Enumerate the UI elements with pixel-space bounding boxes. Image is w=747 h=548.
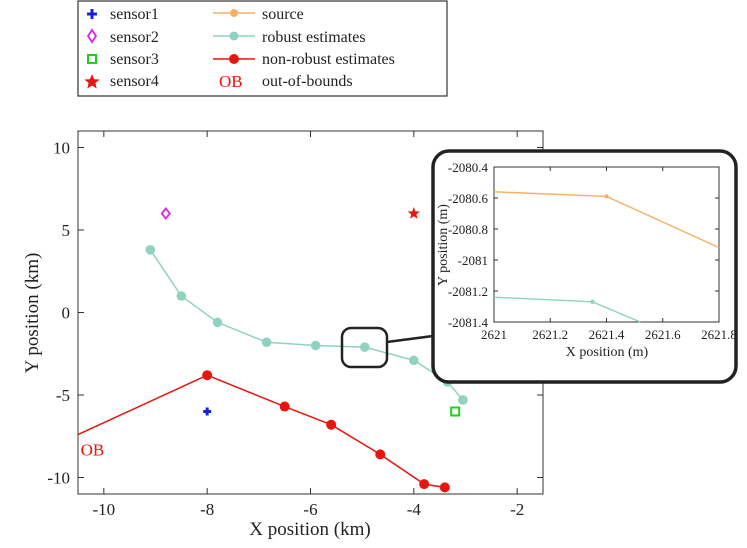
inset-x-tick-label: 2621.8 (701, 327, 737, 342)
inset-y-tick-label: -2081.2 (448, 284, 488, 299)
inset-y-tick-label: -2081.4 (448, 315, 489, 330)
legend-label-sensor3: sensor3 (110, 51, 159, 68)
legend-label-nonrobust: non-robust estimates (262, 51, 395, 68)
inset-x-tick-label: 2621.6 (645, 327, 681, 342)
sensor1-marker-icon (87, 9, 97, 19)
inset-plot: 2621 2621.2 2621.4 2621.6 2621.8 -2080.4 -2080… (431, 149, 738, 384)
legend-label-source: source (262, 6, 304, 23)
robust-legend-marker (229, 31, 239, 41)
zoom-connector-line (386, 334, 434, 344)
zoom-region-marker (340, 326, 389, 369)
inset-x-tick-label: 2621.2 (532, 327, 568, 342)
legend-label-sensor2: sensor2 (110, 29, 159, 46)
source-point (604, 194, 609, 199)
inset-y-tick-label: -2080.8 (448, 222, 488, 237)
inset-x-tick-label: 2621.4 (589, 327, 625, 342)
nonrobust-point (279, 401, 290, 412)
main-x-axis-label: X position (km) (249, 519, 370, 540)
sensor1-marker (203, 407, 212, 416)
y-tick-label: -5 (56, 386, 70, 405)
nonrobust-point (375, 449, 386, 460)
legend-entry-nonrobust: non-robust estimates (213, 51, 395, 68)
inset-frame (431, 149, 738, 384)
legend-entry-ob: OB out-of-bounds (219, 72, 353, 91)
sensor2-marker-icon (86, 28, 98, 44)
inset-y-tick-label: -2080.4 (448, 160, 489, 175)
inset-y-tick-label: -2081 (458, 253, 488, 268)
x-tick-label: -8 (200, 500, 214, 519)
legend-label-robust: robust estimates (262, 29, 366, 46)
y-tick-label: 0 (62, 304, 71, 323)
nonrobust-point (419, 479, 430, 490)
legend: sensor1 sensor2 sensor3 sensor4 source r… (77, 0, 448, 97)
y-tick-label: 10 (53, 139, 70, 158)
robust-point (145, 245, 156, 255)
legend-entry-sensor3: sensor3 (87, 51, 159, 68)
inset-y-axis-label: Y position (m) (436, 204, 451, 286)
source-legend-marker (230, 9, 238, 17)
nonrobust-point (202, 370, 213, 381)
legend-box (77, 0, 448, 97)
legend-entry-source: source (213, 6, 304, 23)
sensor2-marker (160, 207, 171, 220)
inset-x-axis-label: X position (m) (566, 345, 649, 360)
robust-point (176, 291, 187, 301)
nonrobust-legend-marker (229, 54, 239, 64)
legend-ob-symbol: OB (219, 72, 243, 91)
robust-point (212, 317, 223, 328)
nonrobust-series-line (77, 374, 445, 489)
main-ticks (78, 131, 543, 494)
main-y-axis-label: Y position (km) (22, 253, 43, 374)
nonrobust-point (439, 482, 450, 493)
sensor3-marker (450, 406, 461, 417)
x-tick-label: -10 (92, 500, 115, 519)
robust-series-line (149, 249, 464, 401)
inset-series (493, 191, 720, 323)
legend-entry-sensor2: sensor2 (86, 28, 159, 46)
sensor4-marker (407, 207, 421, 219)
ob-annotation: OB (81, 440, 105, 459)
legend-entry-robust: robust estimates (213, 29, 366, 46)
legend-entry-sensor1: sensor1 (87, 6, 159, 23)
legend-entry-sensor4: sensor4 (84, 73, 159, 90)
main-tick-labels: -10 -8 -6 -4 -2 10 5 0 -5 -10 (47, 139, 524, 520)
robust-point (458, 395, 468, 405)
legend-label-sensor4: sensor4 (110, 73, 159, 90)
inset-ticks (493, 166, 720, 323)
robust-point (409, 355, 419, 366)
x-tick-label: -6 (303, 500, 317, 519)
nonrobust-point (326, 419, 337, 430)
inset-x-tick-label: 2621 (481, 327, 507, 342)
y-tick-label: -10 (47, 469, 70, 488)
inset-robust-point (590, 299, 595, 305)
robust-point (261, 337, 272, 348)
x-tick-label: -4 (407, 500, 422, 519)
main-sensors (160, 207, 461, 417)
sensor3-marker-icon (87, 54, 97, 64)
x-tick-label: -2 (510, 500, 524, 519)
y-tick-label: 5 (62, 221, 71, 240)
legend-label-ob: out-of-bounds (262, 73, 353, 90)
robust-point (310, 340, 321, 351)
inset-tick-labels: 2621 2621.2 2621.4 2621.6 2621.8 -2080.4 -2080… (448, 160, 737, 342)
legend-label-sensor1: sensor1 (110, 6, 159, 23)
sensor4-marker-icon (84, 74, 100, 89)
inset-y-tick-label: -2080.6 (448, 191, 489, 206)
robust-point (359, 342, 370, 352)
main-series (77, 245, 468, 493)
